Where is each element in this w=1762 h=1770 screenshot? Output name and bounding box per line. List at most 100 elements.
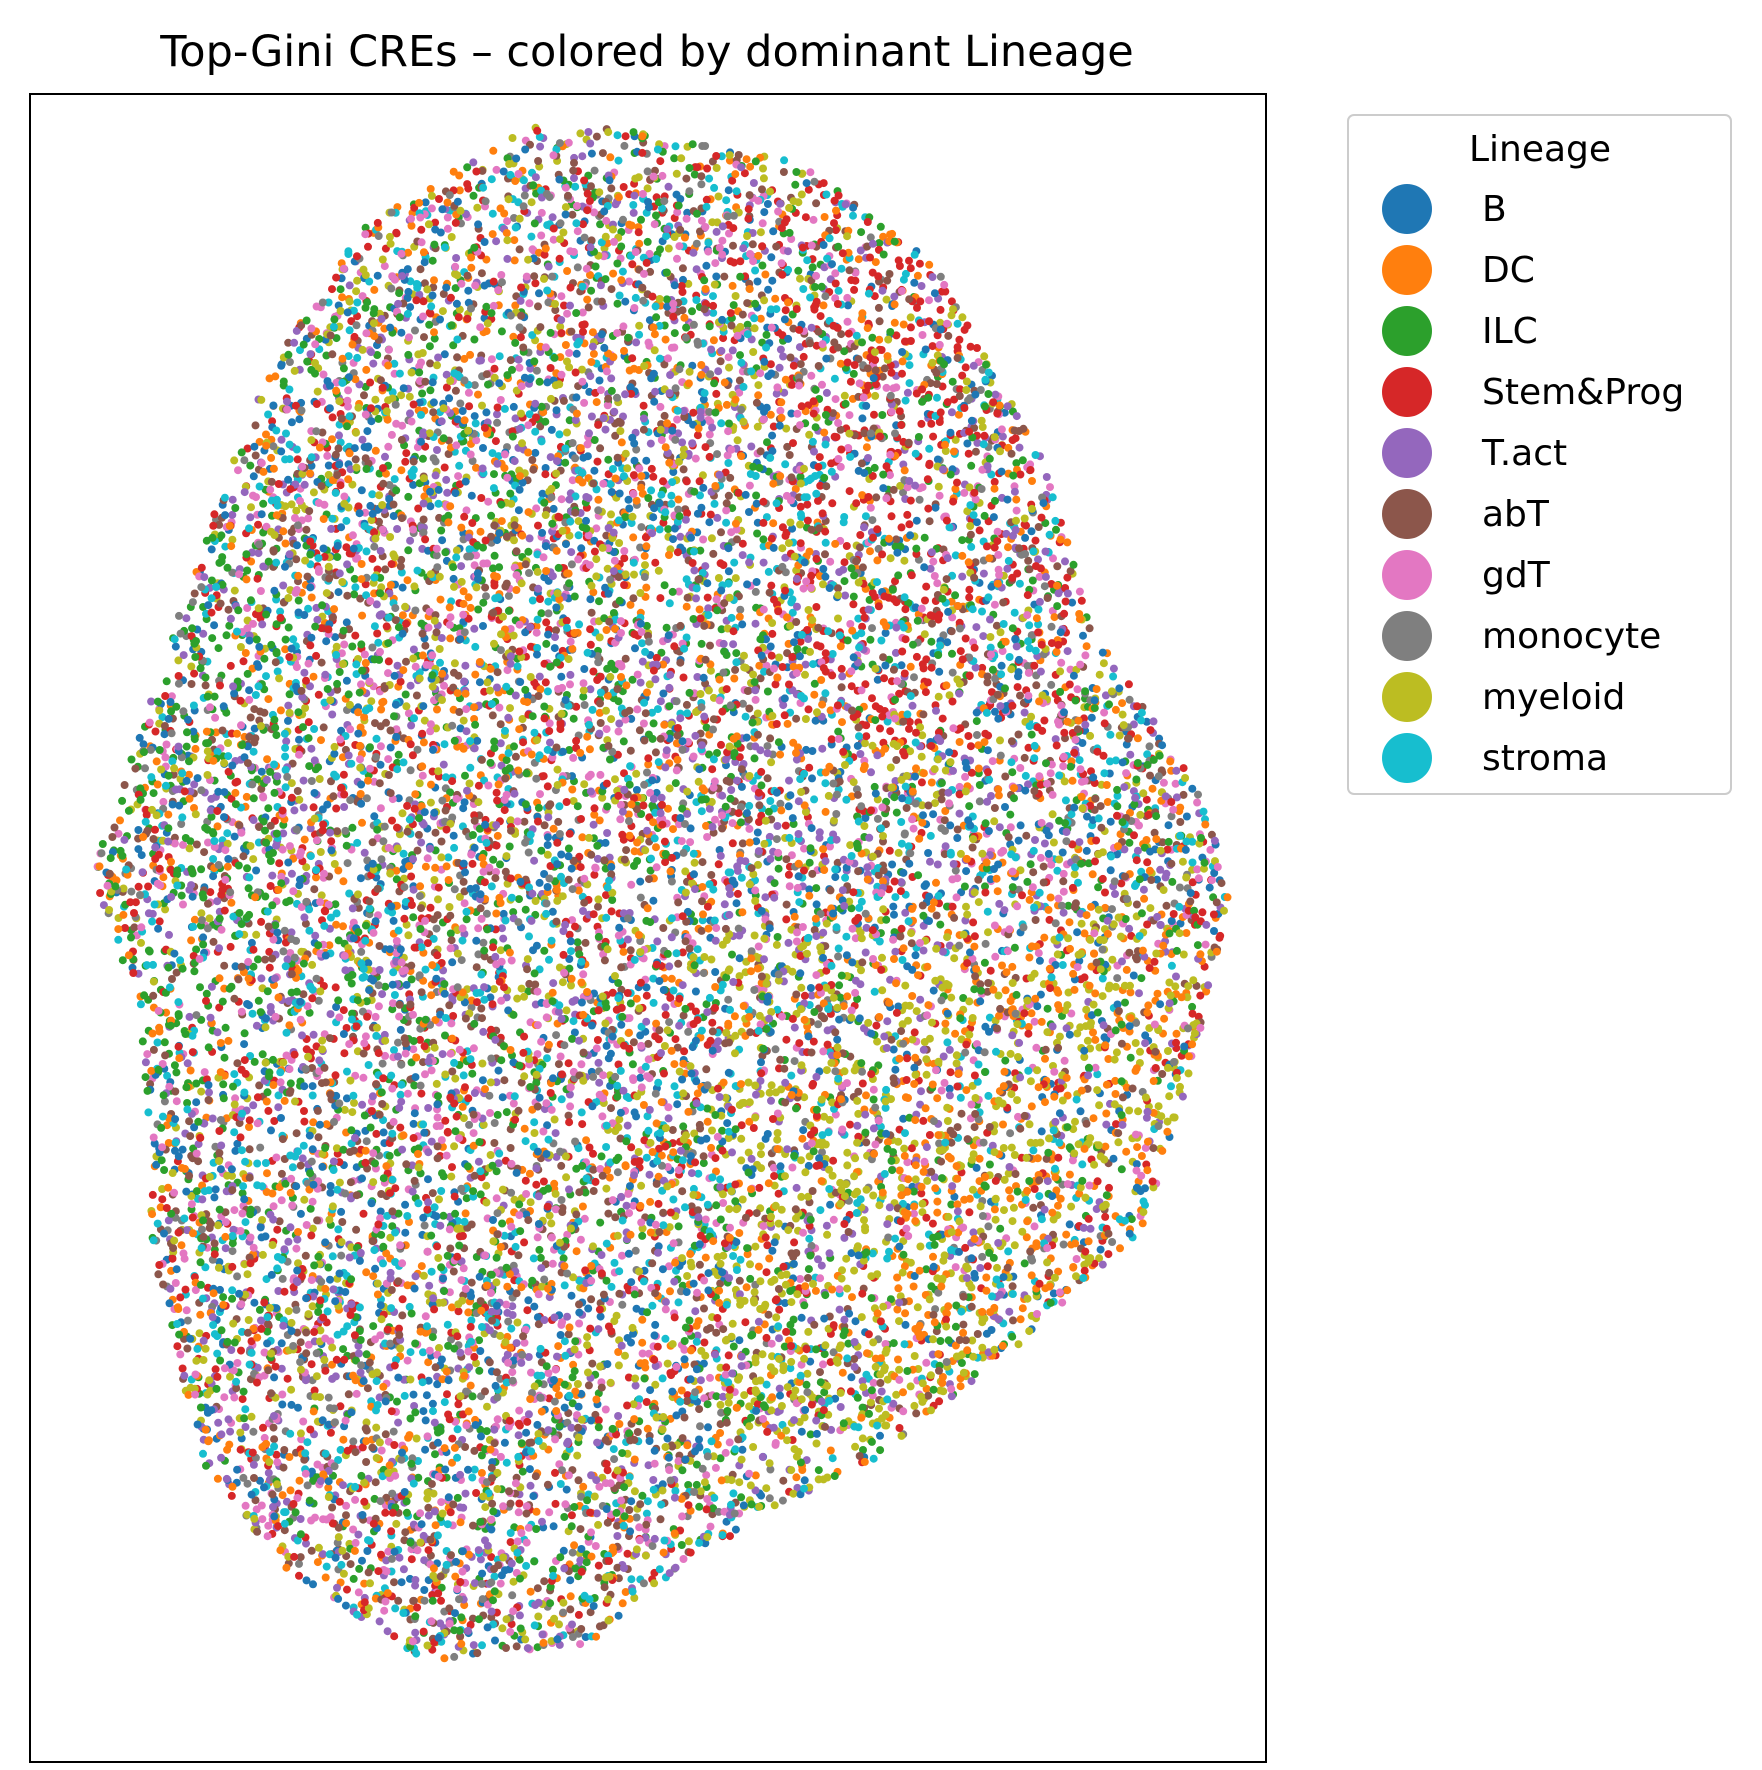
- scatter-point: [929, 1252, 937, 1261]
- scatter-point: [527, 232, 536, 241]
- scatter-point: [769, 1163, 778, 1172]
- scatter-point: [790, 1023, 799, 1032]
- scatter-point: [690, 566, 699, 575]
- scatter-point: [1021, 771, 1030, 780]
- scatter-point: [424, 1175, 432, 1184]
- scatter-point: [590, 547, 599, 556]
- scatter-point: [301, 919, 310, 928]
- scatter-point: [1021, 533, 1030, 542]
- scatter-point: [328, 1503, 337, 1512]
- scatter-point: [477, 914, 486, 923]
- scatter-point: [1193, 865, 1202, 874]
- scatter-point: [1016, 821, 1025, 830]
- scatter-point: [324, 1483, 333, 1492]
- scatter-point: [241, 1218, 250, 1227]
- scatter-point: [435, 1195, 443, 1204]
- scatter-point: [520, 992, 528, 1001]
- scatter-point: [494, 1066, 503, 1075]
- scatter-point: [642, 583, 651, 592]
- scatter-point: [1115, 731, 1124, 740]
- scatter-point: [534, 1612, 543, 1621]
- scatter-point: [493, 403, 502, 412]
- scatter-point: [765, 1088, 774, 1097]
- scatter-point: [535, 1093, 544, 1102]
- scatter-point: [118, 796, 127, 805]
- scatter-point: [362, 1437, 371, 1446]
- scatter-point: [277, 1169, 286, 1178]
- scatter-point: [1008, 624, 1017, 633]
- scatter-point: [784, 334, 793, 343]
- scatter-point: [396, 1123, 405, 1132]
- scatter-point: [821, 550, 829, 559]
- scatter-point: [591, 1542, 600, 1550]
- scatter-point: [588, 705, 597, 714]
- scatter-point: [1115, 684, 1124, 693]
- scatter-point: [686, 1548, 695, 1557]
- scatter-point: [127, 755, 136, 764]
- scatter-point: [392, 1519, 401, 1528]
- scatter-point: [1001, 986, 1010, 995]
- scatter-point: [489, 855, 498, 864]
- scatter-point: [685, 944, 694, 953]
- scatter-point: [1148, 1177, 1157, 1186]
- scatter-point: [753, 529, 762, 538]
- scatter-point: [647, 486, 656, 495]
- scatter-point: [636, 893, 645, 902]
- scatter-point: [804, 1327, 813, 1336]
- scatter-point: [1146, 771, 1154, 780]
- scatter-point: [573, 263, 582, 272]
- scatter-point: [488, 711, 497, 720]
- scatter-point: [245, 686, 254, 695]
- scatter-point: [360, 1497, 369, 1506]
- scatter-point: [1077, 596, 1086, 605]
- scatter-point: [808, 774, 816, 783]
- scatter-point: [1082, 846, 1091, 855]
- scatter-point: [1053, 562, 1062, 571]
- scatter-point: [607, 1282, 616, 1291]
- scatter-point: [1054, 1267, 1063, 1276]
- scatter-point: [558, 978, 567, 987]
- scatter-point: [278, 1390, 287, 1399]
- scatter-point: [295, 415, 304, 424]
- scatter-point: [1160, 1014, 1169, 1023]
- scatter-point: [469, 191, 478, 200]
- scatter-point: [476, 904, 485, 913]
- scatter-point: [384, 755, 393, 764]
- scatter-point: [293, 787, 302, 795]
- scatter-point: [955, 738, 964, 746]
- scatter-point: [126, 898, 135, 907]
- scatter-point: [1025, 953, 1034, 962]
- scatter-point: [685, 1316, 694, 1325]
- scatter-point: [576, 1235, 585, 1244]
- scatter-point: [567, 1291, 576, 1300]
- scatter-point: [419, 1407, 428, 1416]
- scatter-point: [805, 763, 814, 772]
- scatter-point: [1163, 1117, 1172, 1126]
- scatter-point: [434, 1254, 443, 1262]
- scatter-point: [678, 1512, 687, 1521]
- scatter-point: [195, 1329, 204, 1338]
- scatter-point: [894, 1284, 903, 1293]
- scatter-point: [148, 1190, 157, 1199]
- scatter-point: [376, 1207, 385, 1216]
- scatter-point: [524, 508, 533, 517]
- scatter-point: [185, 1012, 194, 1021]
- scatter-point: [350, 574, 359, 583]
- scatter-point: [369, 1322, 378, 1331]
- scatter-point: [892, 1390, 901, 1399]
- scatter-point: [418, 454, 427, 463]
- scatter-point: [910, 1202, 919, 1211]
- scatter-point: [357, 486, 366, 495]
- scatter-point: [906, 323, 915, 332]
- scatter-point: [163, 1071, 172, 1080]
- scatter-point: [453, 1493, 462, 1502]
- scatter-point: [594, 1058, 603, 1067]
- scatter-point: [349, 1525, 358, 1534]
- scatter-point: [309, 803, 318, 812]
- scatter-point: [549, 504, 558, 513]
- scatter-point: [1045, 1282, 1054, 1291]
- scatter-point: [714, 367, 723, 376]
- scatter-point: [326, 1428, 335, 1437]
- scatter-point: [935, 667, 944, 676]
- scatter-point: [872, 493, 881, 502]
